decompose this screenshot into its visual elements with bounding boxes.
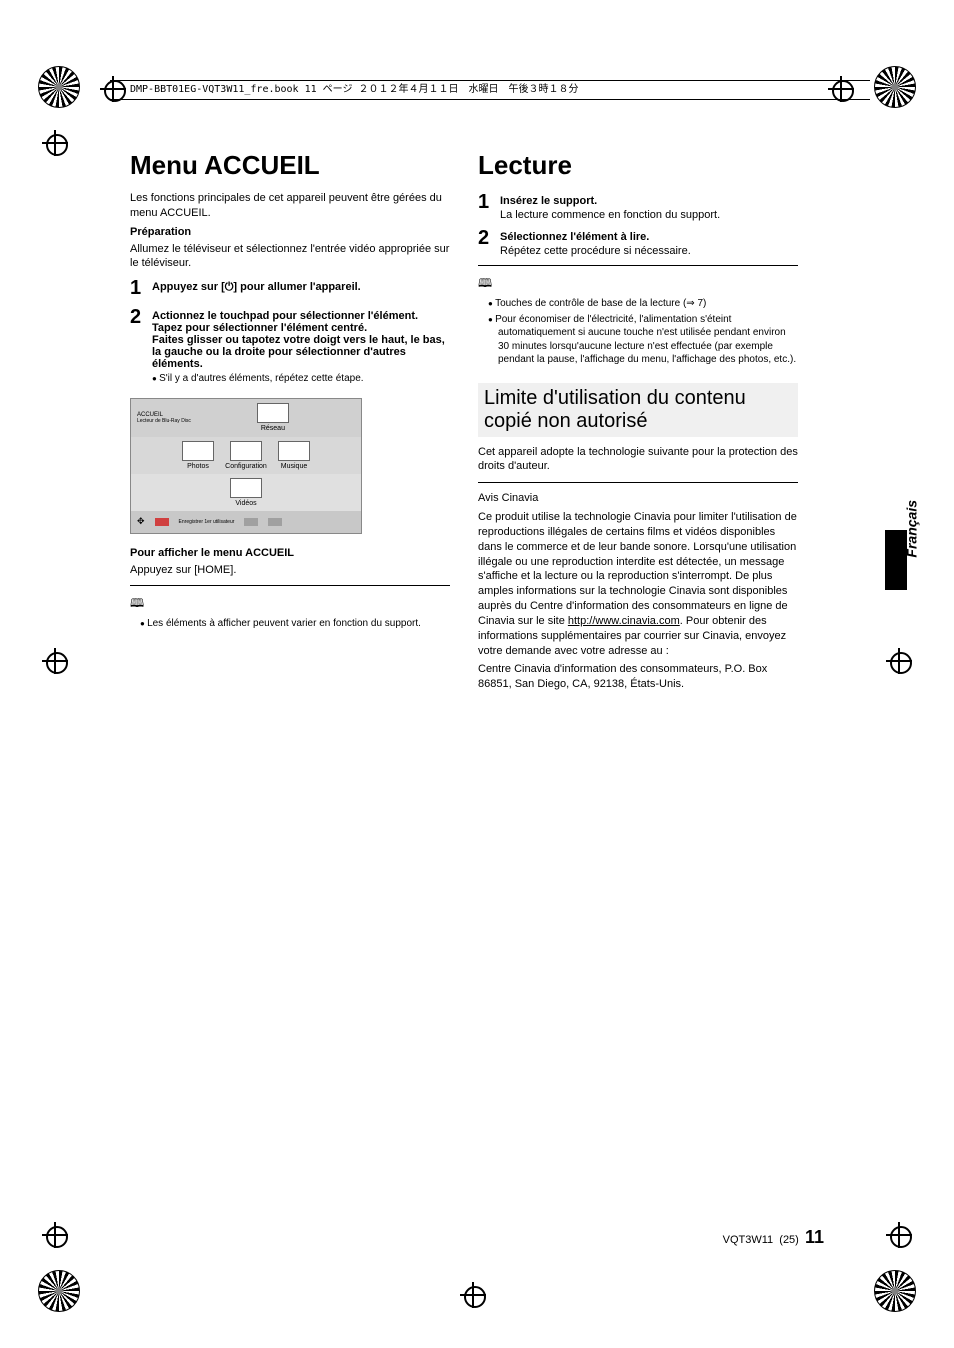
crosshair-mark — [42, 648, 68, 674]
left-note-bullet: Les éléments à afficher peuvent varier e… — [140, 617, 450, 631]
ss-footer-label: Enregistrer 1er utilisateur — [179, 519, 235, 525]
r-step1a: Insérez le support. — [500, 195, 597, 207]
separator — [130, 585, 450, 586]
step-2: 2 Actionnez le touchpad pour sélectionne… — [130, 306, 450, 388]
page-number: 11 — [805, 1227, 824, 1247]
r-step2a: Sélectionnez l'élément à lire. — [500, 231, 649, 243]
step-number: 1 — [478, 191, 500, 214]
step-number: 2 — [130, 306, 152, 329]
language-tab-marker — [885, 530, 907, 590]
r-step1b: La lecture commence en fonction du suppo… — [500, 209, 720, 221]
r-note2: Pour économiser de l'électricité, l'alim… — [488, 313, 798, 367]
cinavia-paragraph-1: Ce produit utilise la technologie Cinavi… — [478, 510, 798, 658]
left-column: Menu ACCUEIL Les fonctions principales d… — [130, 150, 450, 696]
green-key-icon — [244, 518, 258, 526]
language-tab: Français — [884, 500, 904, 620]
r-step2-text: Sélectionnez l'élément à lire. Répétez c… — [500, 227, 691, 257]
crosshair-mark — [886, 648, 912, 674]
globe-icon — [257, 403, 289, 423]
crosshair-mark — [42, 130, 68, 156]
dpad-icon: ✥ — [137, 516, 145, 527]
left-intro: Les fonctions principales de cet apparei… — [130, 191, 450, 221]
config-icon — [230, 441, 262, 461]
step-1: 1 Appuyez sur [⏻] pour allumer l'apparei… — [130, 277, 450, 300]
subsection-intro: Cet appareil adopte la technologie suiva… — [478, 445, 798, 475]
separator — [478, 265, 798, 266]
show-menu-text: Appuyez sur [HOME]. — [130, 563, 450, 578]
photos-icon — [182, 441, 214, 461]
step-2a: Actionnez le touchpad pour sélectionner … — [152, 310, 418, 322]
footer-code: VQT3W11 — [723, 1234, 774, 1246]
home-menu-screenshot: ACCUEIL Lecteur de Blu-Ray Disc Réseau P… — [130, 398, 362, 534]
step-2b: Tapez pour sélectionner l'élément centré… — [152, 322, 367, 334]
crosshair-mark — [42, 1222, 68, 1248]
step-number: 1 — [130, 277, 152, 300]
r-step-1: 1 Insérez le support. La lecture commenc… — [478, 191, 798, 221]
r-step2b: Répétez cette procédure si nécessaire. — [500, 245, 691, 257]
videos-icon — [230, 478, 262, 498]
step-2c: Faites glisser ou tapotez votre doigt ve… — [152, 334, 445, 370]
step-number: 2 — [478, 227, 500, 250]
note-icon: 🕮 — [130, 594, 450, 615]
step-2-bullet: S'il y a d'autres éléments, répétez cett… — [152, 372, 450, 386]
right-column: Lecture 1 Insérez le support. La lecture… — [478, 150, 798, 696]
crosshair-mark — [460, 1282, 486, 1308]
registration-mark — [874, 1270, 916, 1312]
ss-photos: Photos — [187, 463, 209, 470]
left-title: Menu ACCUEIL — [130, 150, 450, 181]
ss-videos: Vidéos — [235, 500, 256, 507]
cinavia-link[interactable]: http://www.cinavia.com — [568, 615, 680, 627]
ss-device-label: Lecteur de Blu-Ray Disc — [137, 418, 191, 424]
cinavia-title: Avis Cinavia — [478, 491, 798, 506]
registration-mark — [874, 66, 916, 108]
crosshair-mark — [886, 1222, 912, 1248]
cinavia-p1a: Ce produit utilise la technologie Cinavi… — [478, 511, 797, 627]
step-2-text: Actionnez le touchpad pour sélectionner … — [152, 306, 450, 388]
step-1-text: Appuyez sur [⏻] pour allumer l'appareil. — [152, 277, 361, 294]
page-footer: VQT3W11 (25) 11 — [723, 1227, 824, 1248]
separator — [478, 482, 798, 483]
music-icon — [278, 441, 310, 461]
footer-paren: (25) — [779, 1234, 799, 1246]
preparation-label: Préparation — [130, 225, 450, 240]
subsection-title: Limite d'utilisation du contenu copié no… — [478, 383, 798, 437]
preparation-text: Allumez le téléviseur et sélectionnez l'… — [130, 242, 450, 272]
ss-reseau: Réseau — [261, 425, 285, 432]
cinavia-paragraph-2: Centre Cinavia d'information des consomm… — [478, 662, 798, 692]
r-step-2: 2 Sélectionnez l'élément à lire. Répétez… — [478, 227, 798, 257]
show-menu-label: Pour afficher le menu ACCUEIL — [130, 546, 450, 561]
ss-musique: Musique — [281, 463, 307, 470]
r-step1-text: Insérez le support. La lecture commence … — [500, 191, 720, 221]
right-title: Lecture — [478, 150, 798, 181]
registration-mark — [38, 66, 80, 108]
registration-mark — [38, 1270, 80, 1312]
red-key-icon — [155, 518, 169, 526]
r-note1: Touches de contrôle de base de la lectur… — [488, 297, 798, 311]
ss-config: Configuration — [225, 463, 267, 470]
note-icon: 🕮 — [478, 274, 798, 295]
blue-key-icon — [268, 518, 282, 526]
